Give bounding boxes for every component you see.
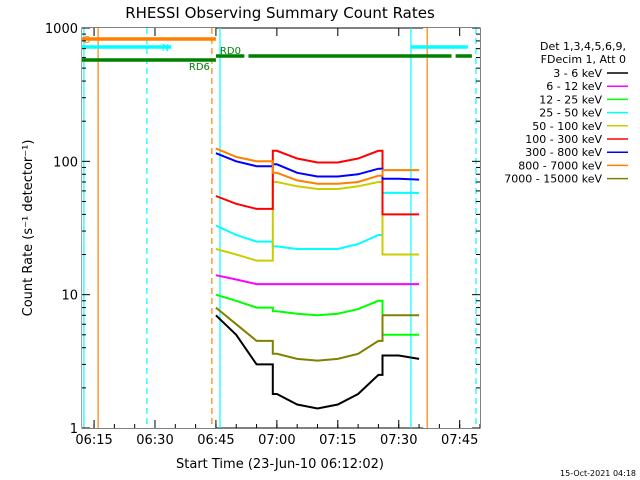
data-gap	[423, 28, 480, 428]
legend-entry-label: 25 - 50 keV	[539, 107, 602, 120]
y-tick-label: 100	[53, 155, 78, 170]
y-axis-label: Count Rate (s⁻¹ detector⁻¹)	[21, 140, 36, 317]
legend-entry-label: 800 - 7000 keV	[518, 159, 602, 172]
flag-label: S	[84, 35, 90, 46]
y-tick-label: 1000	[45, 22, 78, 37]
x-tick-label: 06:30	[136, 433, 173, 448]
footer-timestamp: 15-Oct-2021 04:18	[560, 469, 636, 478]
series-line	[215, 314, 420, 410]
legend-header: FDecim 1, Att 0	[541, 53, 626, 66]
legend-entry-label: 3 - 6 keV	[553, 67, 602, 80]
x-tick-label: 06:45	[197, 433, 234, 448]
legend-entry-label: 50 - 100 keV	[532, 120, 602, 133]
flag-label: RD6	[189, 62, 210, 73]
vertical-markers	[83, 28, 477, 428]
x-tick-label: 07:15	[319, 433, 356, 448]
legend: Det 1,3,4,5,6,9,FDecim 1, Att 03 - 6 keV…	[504, 40, 628, 186]
series-line	[215, 181, 420, 262]
legend-entry-label: 300 - 800 keV	[525, 146, 602, 159]
legend-entry-label: 12 - 25 keV	[539, 93, 602, 106]
y-tick-label: 1	[70, 422, 78, 437]
series-line	[215, 306, 420, 362]
series-line	[215, 149, 420, 216]
flag-bars: S N RD6 RD0	[81, 35, 472, 73]
legend-header: Det 1,3,4,5,6,9,	[540, 40, 626, 53]
x-tick-label: 07:00	[258, 433, 295, 448]
axes: 06:15 06:30 06:45 07:00 07:15 07:30 07:45 1 10 10…	[45, 22, 481, 448]
data-gap-shading	[81, 28, 480, 428]
data-gap	[81, 28, 216, 428]
x-tick-label: 07:45	[441, 433, 478, 448]
series-lines	[215, 147, 420, 410]
flag-label: RD0	[220, 46, 241, 57]
y-tick-label: 10	[61, 289, 78, 304]
flag-label: N	[162, 43, 169, 54]
legend-entry-label: 7000 - 15000 keV	[504, 173, 602, 186]
x-axis-label: Start Time (23-Jun-10 06:12:02)	[176, 457, 384, 472]
x-tick-label: 07:30	[380, 433, 417, 448]
legend-entry-label: 6 - 12 keV	[546, 80, 602, 93]
x-tick-label: 06:15	[75, 433, 112, 448]
series-line	[215, 147, 420, 185]
legend-entry-label: 100 - 300 keV	[525, 133, 602, 146]
series-line	[215, 274, 420, 286]
chart-title: RHESSI Observing Summary Count Rates	[125, 4, 435, 22]
